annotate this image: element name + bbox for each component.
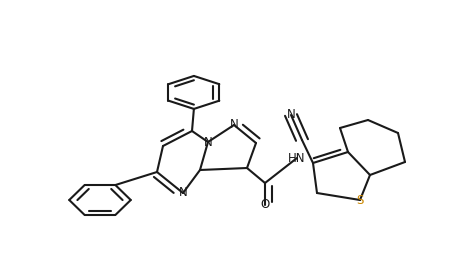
Text: N: N	[229, 118, 238, 131]
Text: S: S	[356, 193, 364, 206]
Text: N: N	[203, 135, 212, 148]
Text: N: N	[287, 109, 295, 122]
Text: HN: HN	[288, 152, 306, 164]
Text: O: O	[260, 198, 270, 211]
Text: N: N	[179, 186, 187, 200]
